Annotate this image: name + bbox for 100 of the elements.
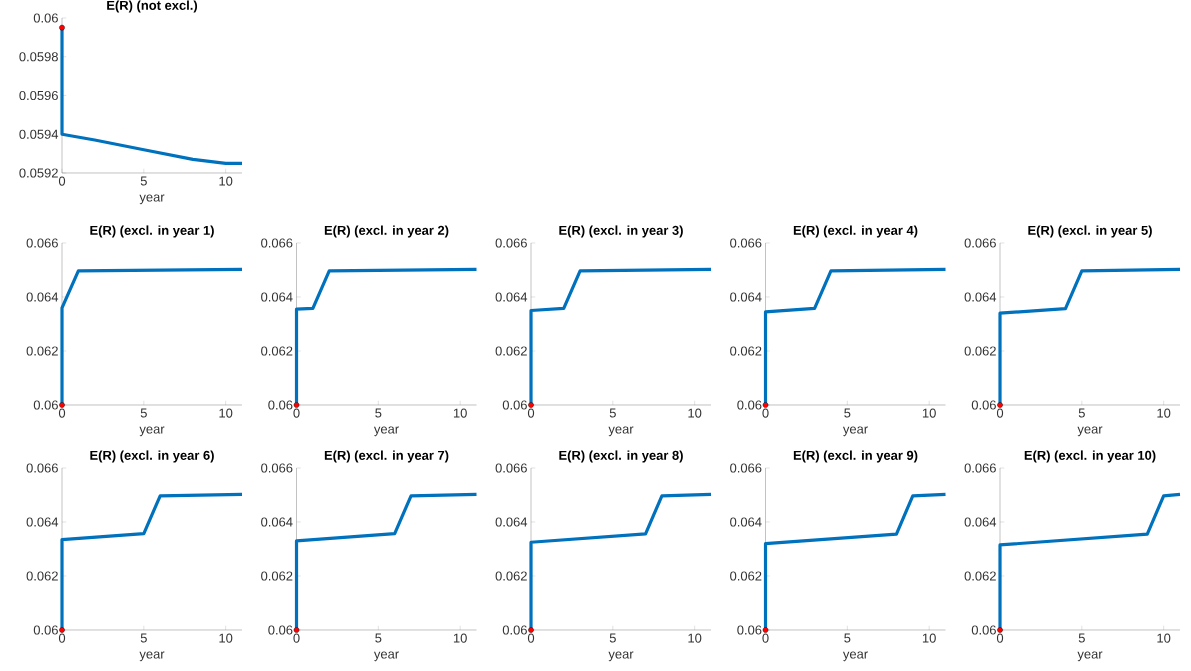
y-tick-label: 0.0596 <box>19 90 58 101</box>
x-tick-label: 0 <box>996 408 1004 418</box>
x-tick-label: 5 <box>844 633 851 643</box>
chart-title: E(R) (excl. in year 10) <box>1024 450 1156 463</box>
x-axis-title: year <box>842 651 868 662</box>
x-tick-label: 10 <box>1157 408 1171 418</box>
y-tick-label: 0.064 <box>730 292 762 302</box>
y-tick-label: 0.066 <box>261 463 293 473</box>
x-axis-title: year <box>139 194 165 205</box>
chart-title: E(R) (excl. in year 7) <box>324 450 449 463</box>
y-tick-label: 0.0598 <box>19 52 58 62</box>
y-tick-label: 0.062 <box>730 571 762 581</box>
x-tick-label: 10 <box>219 176 233 186</box>
y-tick-label: 0.064 <box>26 517 59 527</box>
y-tick-label: 0.062 <box>964 571 996 581</box>
y-tick-label: 0.06 <box>502 400 527 410</box>
x-tick-label: 5 <box>140 633 147 643</box>
x-tick-label: 0 <box>762 633 769 643</box>
x-tick-label: 0 <box>58 176 66 186</box>
y-tick-label: 0.064 <box>26 292 59 302</box>
y-tick-label: 0.066 <box>964 463 996 473</box>
chart-title: E(R) (excl. in year 8) <box>559 450 683 463</box>
chart-title: E(R) (excl. in year 3) <box>559 225 683 238</box>
y-tick-label: 0.064 <box>495 292 528 302</box>
y-tick-label: 0.064 <box>261 292 293 302</box>
y-tick-label: 0.066 <box>964 238 996 248</box>
x-tick-label: 0 <box>293 408 300 418</box>
y-tick-label: 0.062 <box>495 346 527 356</box>
x-tick-label: 5 <box>140 408 147 418</box>
y-tick-label: 0.062 <box>26 346 58 356</box>
x-tick-label: 10 <box>219 408 233 418</box>
y-tick-label: 0.06 <box>502 625 527 635</box>
y-tick-label: 0.06 <box>33 13 58 23</box>
chart-title: E(R) (excl. in year 4) <box>793 225 918 238</box>
x-tick-label: 5 <box>375 408 382 418</box>
x-tick-label: 0 <box>58 408 66 418</box>
x-tick-label: 10 <box>453 633 467 643</box>
y-tick-label: 0.06 <box>268 400 293 410</box>
y-tick-label: 0.066 <box>26 463 58 473</box>
y-tick-label: 0.062 <box>964 346 996 356</box>
y-tick-label: 0.0594 <box>19 129 59 139</box>
y-tick-label: 0.062 <box>261 346 293 356</box>
x-tick-label: 0 <box>293 633 300 643</box>
x-tick-label: 0 <box>762 408 769 418</box>
y-tick-label: 0.064 <box>495 517 528 527</box>
y-tick-label: 0.064 <box>730 517 762 527</box>
x-tick-label: 5 <box>1078 633 1085 643</box>
y-tick-label: 0.062 <box>730 346 762 356</box>
y-tick-label: 0.06 <box>737 625 762 635</box>
y-tick-label: 0.06 <box>971 625 996 635</box>
y-tick-label: 0.064 <box>261 517 293 527</box>
x-axis-title: year <box>1077 651 1103 662</box>
x-tick-label: 10 <box>219 633 233 643</box>
x-tick-label: 10 <box>1157 633 1171 643</box>
y-tick-label: 0.06 <box>971 400 996 410</box>
x-tick-label: 0 <box>58 633 66 643</box>
y-tick-label: 0.06 <box>737 400 762 410</box>
y-tick-label: 0.064 <box>964 292 997 302</box>
x-tick-label: 0 <box>527 633 535 643</box>
y-tick-label: 0.066 <box>495 463 527 473</box>
x-tick-label: 10 <box>453 408 467 418</box>
x-tick-label: 0 <box>527 408 535 418</box>
chart-title: E(R) (excl. in year 2) <box>324 225 449 238</box>
y-tick-label: 0.064 <box>964 517 997 527</box>
x-tick-label: 10 <box>688 408 702 418</box>
y-tick-label: 0.062 <box>26 571 58 581</box>
x-tick-label: 5 <box>375 633 382 643</box>
x-axis-title: year <box>139 651 165 662</box>
y-tick-label: 0.066 <box>730 238 762 248</box>
x-tick-label: 5 <box>844 408 851 418</box>
x-tick-label: 5 <box>1078 408 1085 418</box>
chart-title: E(R) (excl. in year 9) <box>793 450 918 463</box>
x-tick-label: 10 <box>922 633 936 643</box>
y-tick-label: 0.066 <box>26 238 58 248</box>
y-tick-label: 0.066 <box>495 238 527 248</box>
chart-title: E(R) (excl. in year 5) <box>1028 225 1152 238</box>
x-tick-label: 5 <box>140 176 147 186</box>
x-axis-title: year <box>608 651 634 662</box>
x-axis-title: year <box>139 426 165 437</box>
y-tick-label: 0.066 <box>730 463 762 473</box>
y-tick-label: 0.06 <box>33 625 58 635</box>
x-tick-label: 10 <box>922 408 936 418</box>
y-tick-label: 0.062 <box>261 571 293 581</box>
x-tick-label: 5 <box>609 408 616 418</box>
x-axis-title: year <box>373 651 399 662</box>
x-axis-title: year <box>608 426 634 437</box>
x-tick-label: 10 <box>688 633 702 643</box>
x-axis-title: year <box>1077 426 1103 437</box>
y-tick-label: 0.066 <box>261 238 293 248</box>
x-tick-label: 0 <box>996 633 1004 643</box>
y-tick-label: 0.062 <box>495 571 527 581</box>
y-tick-label: 0.06 <box>268 625 293 635</box>
x-tick-label: 5 <box>609 633 616 643</box>
x-axis-title: year <box>373 426 399 437</box>
x-axis-title: year <box>842 426 868 437</box>
y-tick-label: 0.06 <box>33 400 58 410</box>
chart-title: E(R) (excl. in year 6) <box>90 450 214 463</box>
chart-title: E(R) (excl. in year 1) <box>90 225 214 238</box>
y-tick-label: 0.0592 <box>19 168 58 178</box>
chart-title: E(R) (not excl.) <box>107 0 198 13</box>
